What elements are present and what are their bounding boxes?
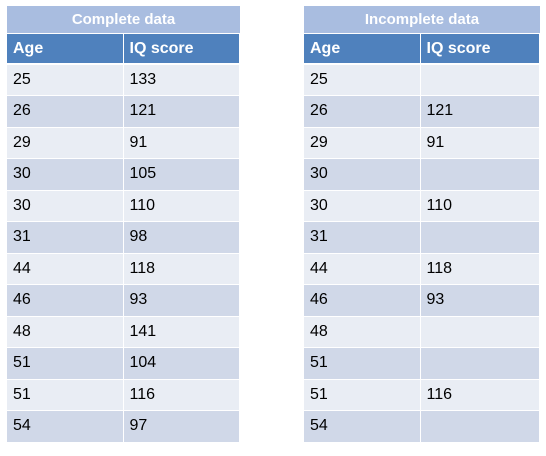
table-row: 25 133 bbox=[7, 64, 240, 96]
table-row: 29 91 bbox=[7, 127, 240, 159]
iq-score-cell: 97 bbox=[123, 410, 240, 443]
iq-score-cell: 116 bbox=[123, 379, 240, 411]
table-row: 31 98 bbox=[7, 221, 240, 254]
iq-score-cell bbox=[420, 158, 540, 191]
column-header-iq-score: IQ score bbox=[123, 34, 240, 65]
table-row: 31 bbox=[304, 221, 540, 254]
table-row: 54 97 bbox=[7, 410, 240, 443]
header-row: Age IQ score bbox=[304, 34, 540, 65]
age-cell: 54 bbox=[7, 410, 124, 443]
table-body: 25 26 121 29 91 30 30 110 31 44 118 46 93 48 51 51 116 54 bbox=[304, 64, 540, 443]
age-cell: 25 bbox=[304, 64, 421, 96]
table-row: 46 93 bbox=[304, 284, 540, 317]
iq-score-cell: 141 bbox=[123, 316, 240, 348]
table-row: 26 121 bbox=[7, 95, 240, 128]
age-cell: 26 bbox=[304, 95, 421, 128]
age-cell: 44 bbox=[304, 253, 421, 285]
age-cell: 25 bbox=[7, 64, 124, 96]
iq-score-cell bbox=[420, 410, 540, 443]
iq-score-cell: 121 bbox=[123, 95, 240, 128]
table-row: 51 bbox=[304, 347, 540, 380]
column-header-iq-score: IQ score bbox=[420, 34, 540, 65]
data-table: Age IQ score 25 26 121 29 91 30 30 110 31 44 118 46… bbox=[304, 34, 540, 443]
table-row: 51 116 bbox=[304, 379, 540, 411]
iq-score-cell bbox=[420, 347, 540, 380]
table-row: 51 116 bbox=[7, 379, 240, 411]
iq-score-cell: 121 bbox=[420, 95, 540, 128]
age-cell: 30 bbox=[7, 158, 124, 191]
table-caption: Incomplete data bbox=[304, 6, 540, 34]
table-row: 46 93 bbox=[7, 284, 240, 317]
age-cell: 46 bbox=[304, 284, 421, 317]
age-cell: 44 bbox=[7, 253, 124, 285]
iq-score-cell: 118 bbox=[420, 253, 540, 285]
age-cell: 31 bbox=[7, 221, 124, 254]
iq-score-cell: 118 bbox=[123, 253, 240, 285]
iq-score-cell: 110 bbox=[420, 190, 540, 222]
iq-score-cell: 98 bbox=[123, 221, 240, 254]
age-cell: 46 bbox=[7, 284, 124, 317]
iq-score-cell: 133 bbox=[123, 64, 240, 96]
table-row: 25 bbox=[304, 64, 540, 96]
age-cell: 30 bbox=[304, 190, 421, 222]
iq-score-cell: 91 bbox=[420, 127, 540, 159]
iq-score-cell: 116 bbox=[420, 379, 540, 411]
data-table: Age IQ score 25 133 26 121 29 91 30 105 30 110 31 9… bbox=[7, 34, 240, 443]
table-row: 29 91 bbox=[304, 127, 540, 159]
age-cell: 31 bbox=[304, 221, 421, 254]
table-row: 44 118 bbox=[7, 253, 240, 285]
table-row: 30 105 bbox=[7, 158, 240, 191]
age-cell: 48 bbox=[7, 316, 124, 348]
age-cell: 51 bbox=[304, 379, 421, 411]
iq-score-cell: 93 bbox=[123, 284, 240, 317]
age-cell: 26 bbox=[7, 95, 124, 128]
table-row: 51 104 bbox=[7, 347, 240, 380]
age-cell: 30 bbox=[304, 158, 421, 191]
iq-score-cell: 91 bbox=[123, 127, 240, 159]
incomplete-data-table: Incomplete data Age IQ score 25 26 121 29 91… bbox=[304, 6, 540, 443]
table-row: 44 118 bbox=[304, 253, 540, 285]
header-row: Age IQ score bbox=[7, 34, 240, 65]
iq-score-cell: 110 bbox=[123, 190, 240, 222]
table-caption: Complete data bbox=[7, 6, 240, 34]
table-row: 26 121 bbox=[304, 95, 540, 128]
table-row: 30 110 bbox=[304, 190, 540, 222]
iq-score-cell: 93 bbox=[420, 284, 540, 317]
table-row: 30 bbox=[304, 158, 540, 191]
iq-score-cell: 105 bbox=[123, 158, 240, 191]
age-cell: 30 bbox=[7, 190, 124, 222]
column-header-age: Age bbox=[7, 34, 124, 65]
age-cell: 51 bbox=[7, 379, 124, 411]
table-row: 48 141 bbox=[7, 316, 240, 348]
age-cell: 51 bbox=[7, 347, 124, 380]
table-row: 48 bbox=[304, 316, 540, 348]
age-cell: 48 bbox=[304, 316, 421, 348]
table-row: 54 bbox=[304, 410, 540, 443]
iq-score-cell: 104 bbox=[123, 347, 240, 380]
iq-score-cell bbox=[420, 316, 540, 348]
complete-data-table: Complete data Age IQ score 25 133 26 121 29 9… bbox=[7, 6, 240, 443]
table-body: 25 133 26 121 29 91 30 105 30 110 31 98 44 118 46 93 48 1… bbox=[7, 64, 240, 443]
age-cell: 29 bbox=[7, 127, 124, 159]
column-header-age: Age bbox=[304, 34, 421, 65]
iq-score-cell bbox=[420, 64, 540, 96]
iq-score-cell bbox=[420, 221, 540, 254]
age-cell: 29 bbox=[304, 127, 421, 159]
age-cell: 54 bbox=[304, 410, 421, 443]
table-row: 30 110 bbox=[7, 190, 240, 222]
age-cell: 51 bbox=[304, 347, 421, 380]
